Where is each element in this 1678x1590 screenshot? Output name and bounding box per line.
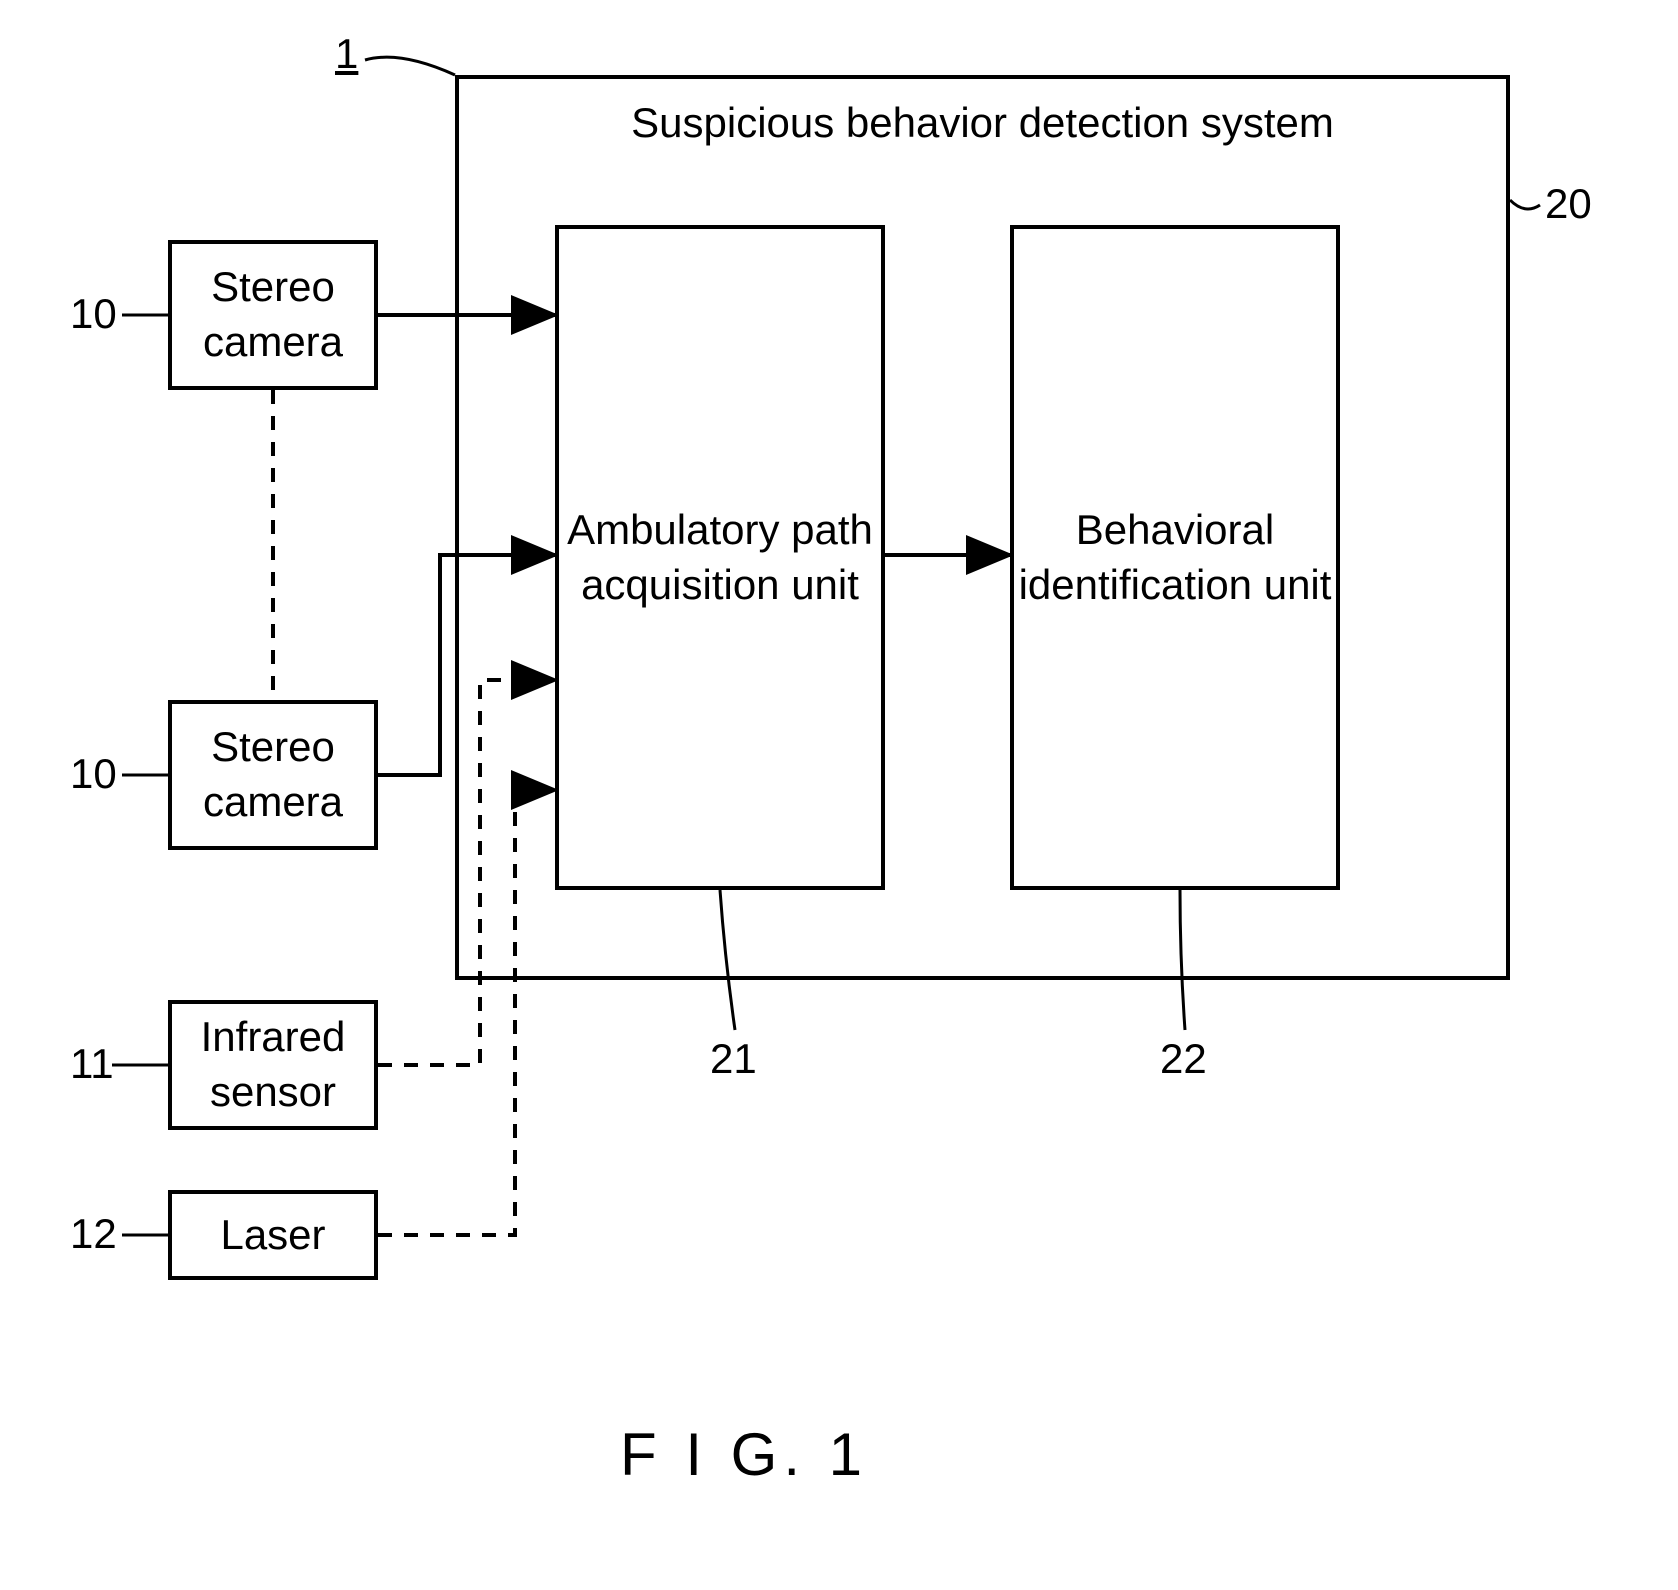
laser-label: Laser: [220, 1208, 325, 1263]
ref-11: 11: [70, 1040, 114, 1088]
ref-21: 21: [710, 1035, 757, 1083]
stereo-camera-1-box: Stereo camera: [168, 240, 378, 390]
infrared-sensor-label: Infrared sensor: [172, 1010, 374, 1119]
ambulatory-unit-label: Ambulatory path acquisition unit: [559, 503, 881, 612]
ref-1: 1: [335, 30, 358, 78]
ref-20: 20: [1545, 180, 1592, 228]
figure-caption: F I G. 1: [620, 1420, 868, 1489]
ref-10-bottom: 10: [70, 750, 117, 798]
stereo-camera-2-box: Stereo camera: [168, 700, 378, 850]
ref-10-top: 10: [70, 290, 117, 338]
ambulatory-unit-box: Ambulatory path acquisition unit: [555, 225, 885, 890]
infrared-sensor-box: Infrared sensor: [168, 1000, 378, 1130]
ref-12: 12: [70, 1210, 117, 1258]
stereo-camera-1-label: Stereo camera: [172, 260, 374, 369]
system-title: Suspicious behavior detection system: [459, 99, 1506, 147]
behavioral-unit-box: Behavioral identification unit: [1010, 225, 1340, 890]
ref-22: 22: [1160, 1035, 1207, 1083]
stereo-camera-2-label: Stereo camera: [172, 720, 374, 829]
laser-box: Laser: [168, 1190, 378, 1280]
diagram-canvas: Suspicious behavior detection system Amb…: [0, 0, 1678, 1590]
behavioral-unit-label: Behavioral identification unit: [1014, 503, 1336, 612]
